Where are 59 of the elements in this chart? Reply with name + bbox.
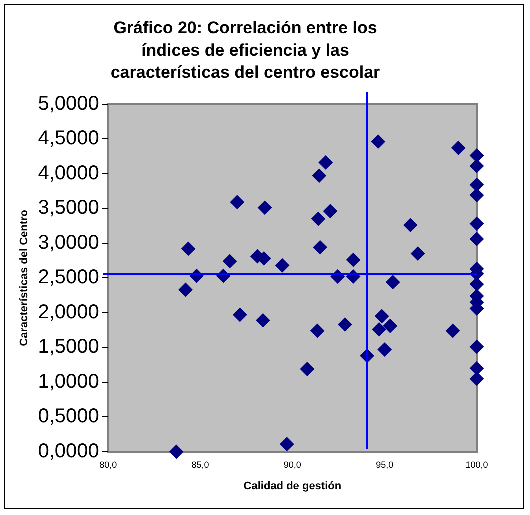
point <box>256 314 270 328</box>
x-tick-label: 100,0 <box>466 460 488 470</box>
point <box>383 319 398 334</box>
point <box>346 253 361 268</box>
point <box>310 324 325 338</box>
point <box>312 168 326 183</box>
point <box>313 240 328 255</box>
point <box>386 275 400 290</box>
point <box>470 216 484 231</box>
y-tick-label: 1,0000 <box>38 370 100 393</box>
y-tick-label: 3,0000 <box>38 232 100 254</box>
point <box>338 318 352 332</box>
y-tick-label: 5,0000 <box>38 92 100 115</box>
text: características del centro escolar <box>110 62 380 82</box>
text: Gráfico 20: Correlación entre los <box>114 18 378 38</box>
y-tick-label: 2,0000 <box>38 301 100 324</box>
point <box>223 254 238 268</box>
y-tick-label: 4,0000 <box>38 162 100 184</box>
point <box>404 218 418 232</box>
text: índices de eficiencia y las <box>142 40 350 60</box>
y-axis-title: Características del Centro <box>18 210 31 346</box>
point <box>470 362 484 376</box>
point <box>470 277 484 292</box>
point <box>446 324 460 338</box>
point <box>233 308 248 322</box>
point <box>470 178 484 192</box>
point <box>182 242 196 256</box>
x-tick-label: 90,0 <box>284 460 302 470</box>
x-tick-label: 80,0 <box>100 460 118 470</box>
point <box>372 322 386 337</box>
point <box>311 212 326 226</box>
y-tick-label: 4,5000 <box>38 128 100 150</box>
point <box>452 141 466 156</box>
point <box>470 372 484 386</box>
y-tick-label: 0,5000 <box>38 406 100 428</box>
point <box>470 340 484 354</box>
point <box>300 362 314 376</box>
point <box>470 159 484 174</box>
point <box>170 445 184 459</box>
y-tick-label: 1,5000 <box>38 336 100 358</box>
point <box>276 258 290 273</box>
point <box>371 134 386 149</box>
point <box>280 437 294 452</box>
point <box>318 156 333 170</box>
y-tick-label: 0,0000 <box>38 440 100 463</box>
x-tick-label: 85,0 <box>192 460 210 470</box>
point <box>323 204 338 218</box>
point <box>230 195 244 210</box>
y-tick-label: 2,5000 <box>38 266 100 289</box>
point <box>470 188 484 202</box>
point <box>411 246 426 261</box>
point <box>178 282 193 297</box>
point <box>470 232 484 246</box>
x-axis-title: Calidad de gestión <box>244 480 342 492</box>
point <box>378 342 392 357</box>
y-tick-label: 3,5000 <box>38 197 100 220</box>
point <box>375 309 390 324</box>
x-tick-label: 95,0 <box>376 460 394 470</box>
point <box>258 200 272 215</box>
